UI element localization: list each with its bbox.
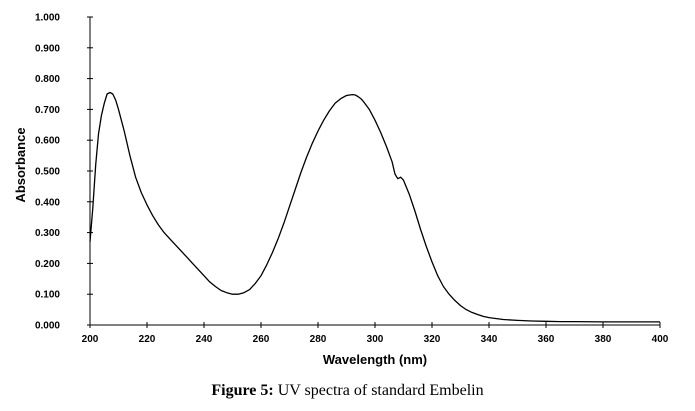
y-tick-label: 0.500 — [35, 167, 60, 178]
y-tick-label: 0.200 — [35, 259, 60, 270]
y-axis-label: Absorbance — [13, 127, 28, 202]
y-tick-label: 0.300 — [35, 228, 60, 239]
x-tick-label: 280 — [310, 334, 327, 345]
y-axis-ticks: 0.000 0.100 0.200 0.300 0.400 0.500 0.600 0.700… — [35, 13, 93, 332]
x-tick-label: 340 — [481, 334, 498, 345]
y-tick-label: 1.000 — [35, 13, 60, 24]
figure-caption-text: UV spectra of standard Embelin — [277, 382, 484, 399]
x-tick-label: 200 — [82, 334, 99, 345]
absorbance-line — [89, 91, 660, 323]
figure-caption-label: Figure 5: — [211, 382, 274, 399]
x-tick-label: 260 — [253, 334, 270, 345]
x-tick-label: 300 — [367, 334, 384, 345]
y-tick-label: 0.000 — [35, 321, 60, 332]
y-tick-label: 0.100 — [35, 290, 60, 301]
y-tick-label: 0.400 — [35, 197, 60, 208]
x-tick-label: 360 — [538, 334, 555, 345]
chart-axes — [89, 17, 660, 326]
y-tick-label: 0.800 — [35, 74, 60, 85]
y-tick-label: 0.900 — [35, 43, 60, 54]
spectrum-series — [89, 91, 660, 323]
x-tick-label: 320 — [424, 334, 441, 345]
x-tick-label: 380 — [595, 334, 612, 345]
x-tick-label: 240 — [196, 334, 213, 345]
y-tick-label: 0.600 — [35, 136, 60, 147]
x-axis-ticks: 200 220 240 260 280 300 320 340 360 380 400 — [82, 322, 669, 345]
x-axis-label: Wavelength (nm) — [323, 352, 427, 367]
figure-caption: Figure 5: UV spectra of standard Embelin — [0, 382, 695, 400]
x-tick-label: 220 — [139, 334, 156, 345]
uv-spectrum-chart: 0.000 0.100 0.200 0.300 0.400 0.500 0.600 0.700… — [13, 13, 669, 368]
x-tick-label: 400 — [652, 334, 669, 345]
y-tick-label: 0.700 — [35, 105, 60, 116]
